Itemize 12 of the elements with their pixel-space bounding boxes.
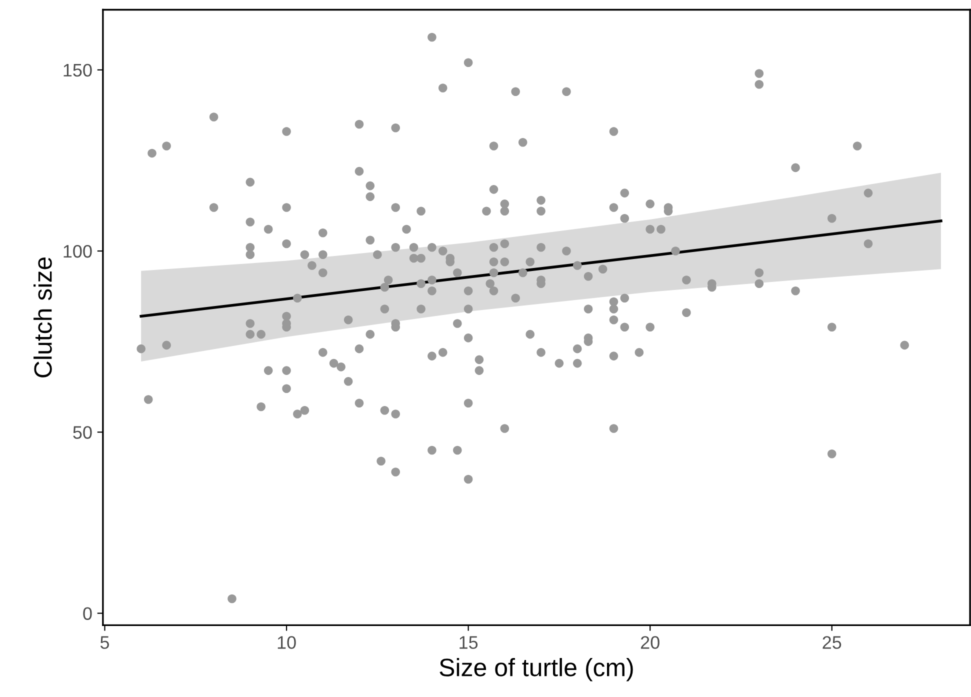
x-tick-label: 15	[460, 636, 478, 649]
y-tick-label: 50	[73, 426, 92, 439]
x-tick-label: 25	[822, 636, 842, 649]
line-series	[140, 220, 942, 318]
y-tick-label: 150	[64, 64, 92, 77]
y-axis-title: Clutch size	[34, 257, 52, 378]
y-tick-label: 0	[83, 607, 92, 620]
x-axis-title: Size of turtle (cm)	[440, 658, 633, 682]
x-tick-label: 20	[640, 636, 660, 649]
x-tick-label: 5	[100, 636, 110, 649]
y-tick-label: 100	[64, 244, 92, 258]
x-tick-label: 10	[278, 636, 296, 649]
